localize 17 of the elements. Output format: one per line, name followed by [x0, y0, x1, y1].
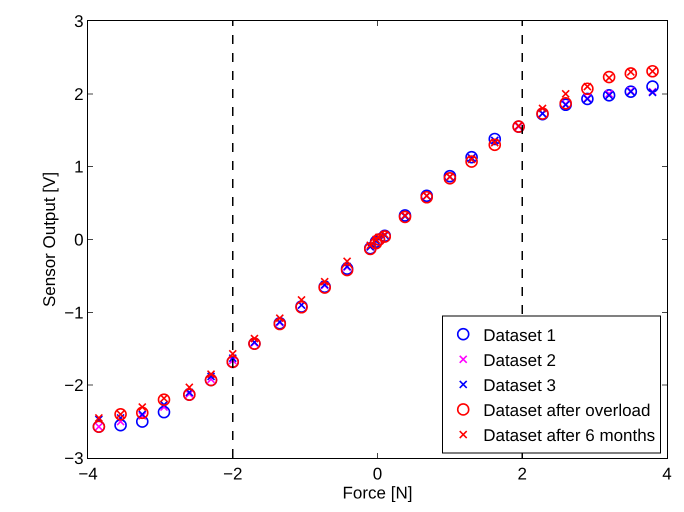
y-tick-label: 3: [74, 12, 84, 31]
x-tick-label: 2: [518, 464, 527, 484]
x-tick-label: 0: [372, 464, 382, 484]
x-axis-title: Force [N]: [342, 483, 412, 502]
legend-label: Dataset after overload: [483, 401, 650, 420]
legend-label: Dataset after 6 months: [483, 426, 656, 446]
y-tick-label: 1: [74, 158, 84, 177]
y-tick-label: −2: [64, 376, 84, 396]
y-axis-title: Sensor Output [V]: [40, 172, 59, 308]
x-tick-label: −2: [223, 464, 242, 484]
y-tick-label: 0: [74, 230, 84, 250]
x-tick-label: 4: [662, 464, 672, 484]
legend-label: Dataset 2: [483, 350, 556, 370]
y-tick-label: −1: [64, 303, 84, 322]
y-tick-label: 2: [74, 84, 84, 104]
legend-label: Dataset 3: [483, 376, 556, 396]
legend-label: Dataset 1: [483, 326, 556, 345]
